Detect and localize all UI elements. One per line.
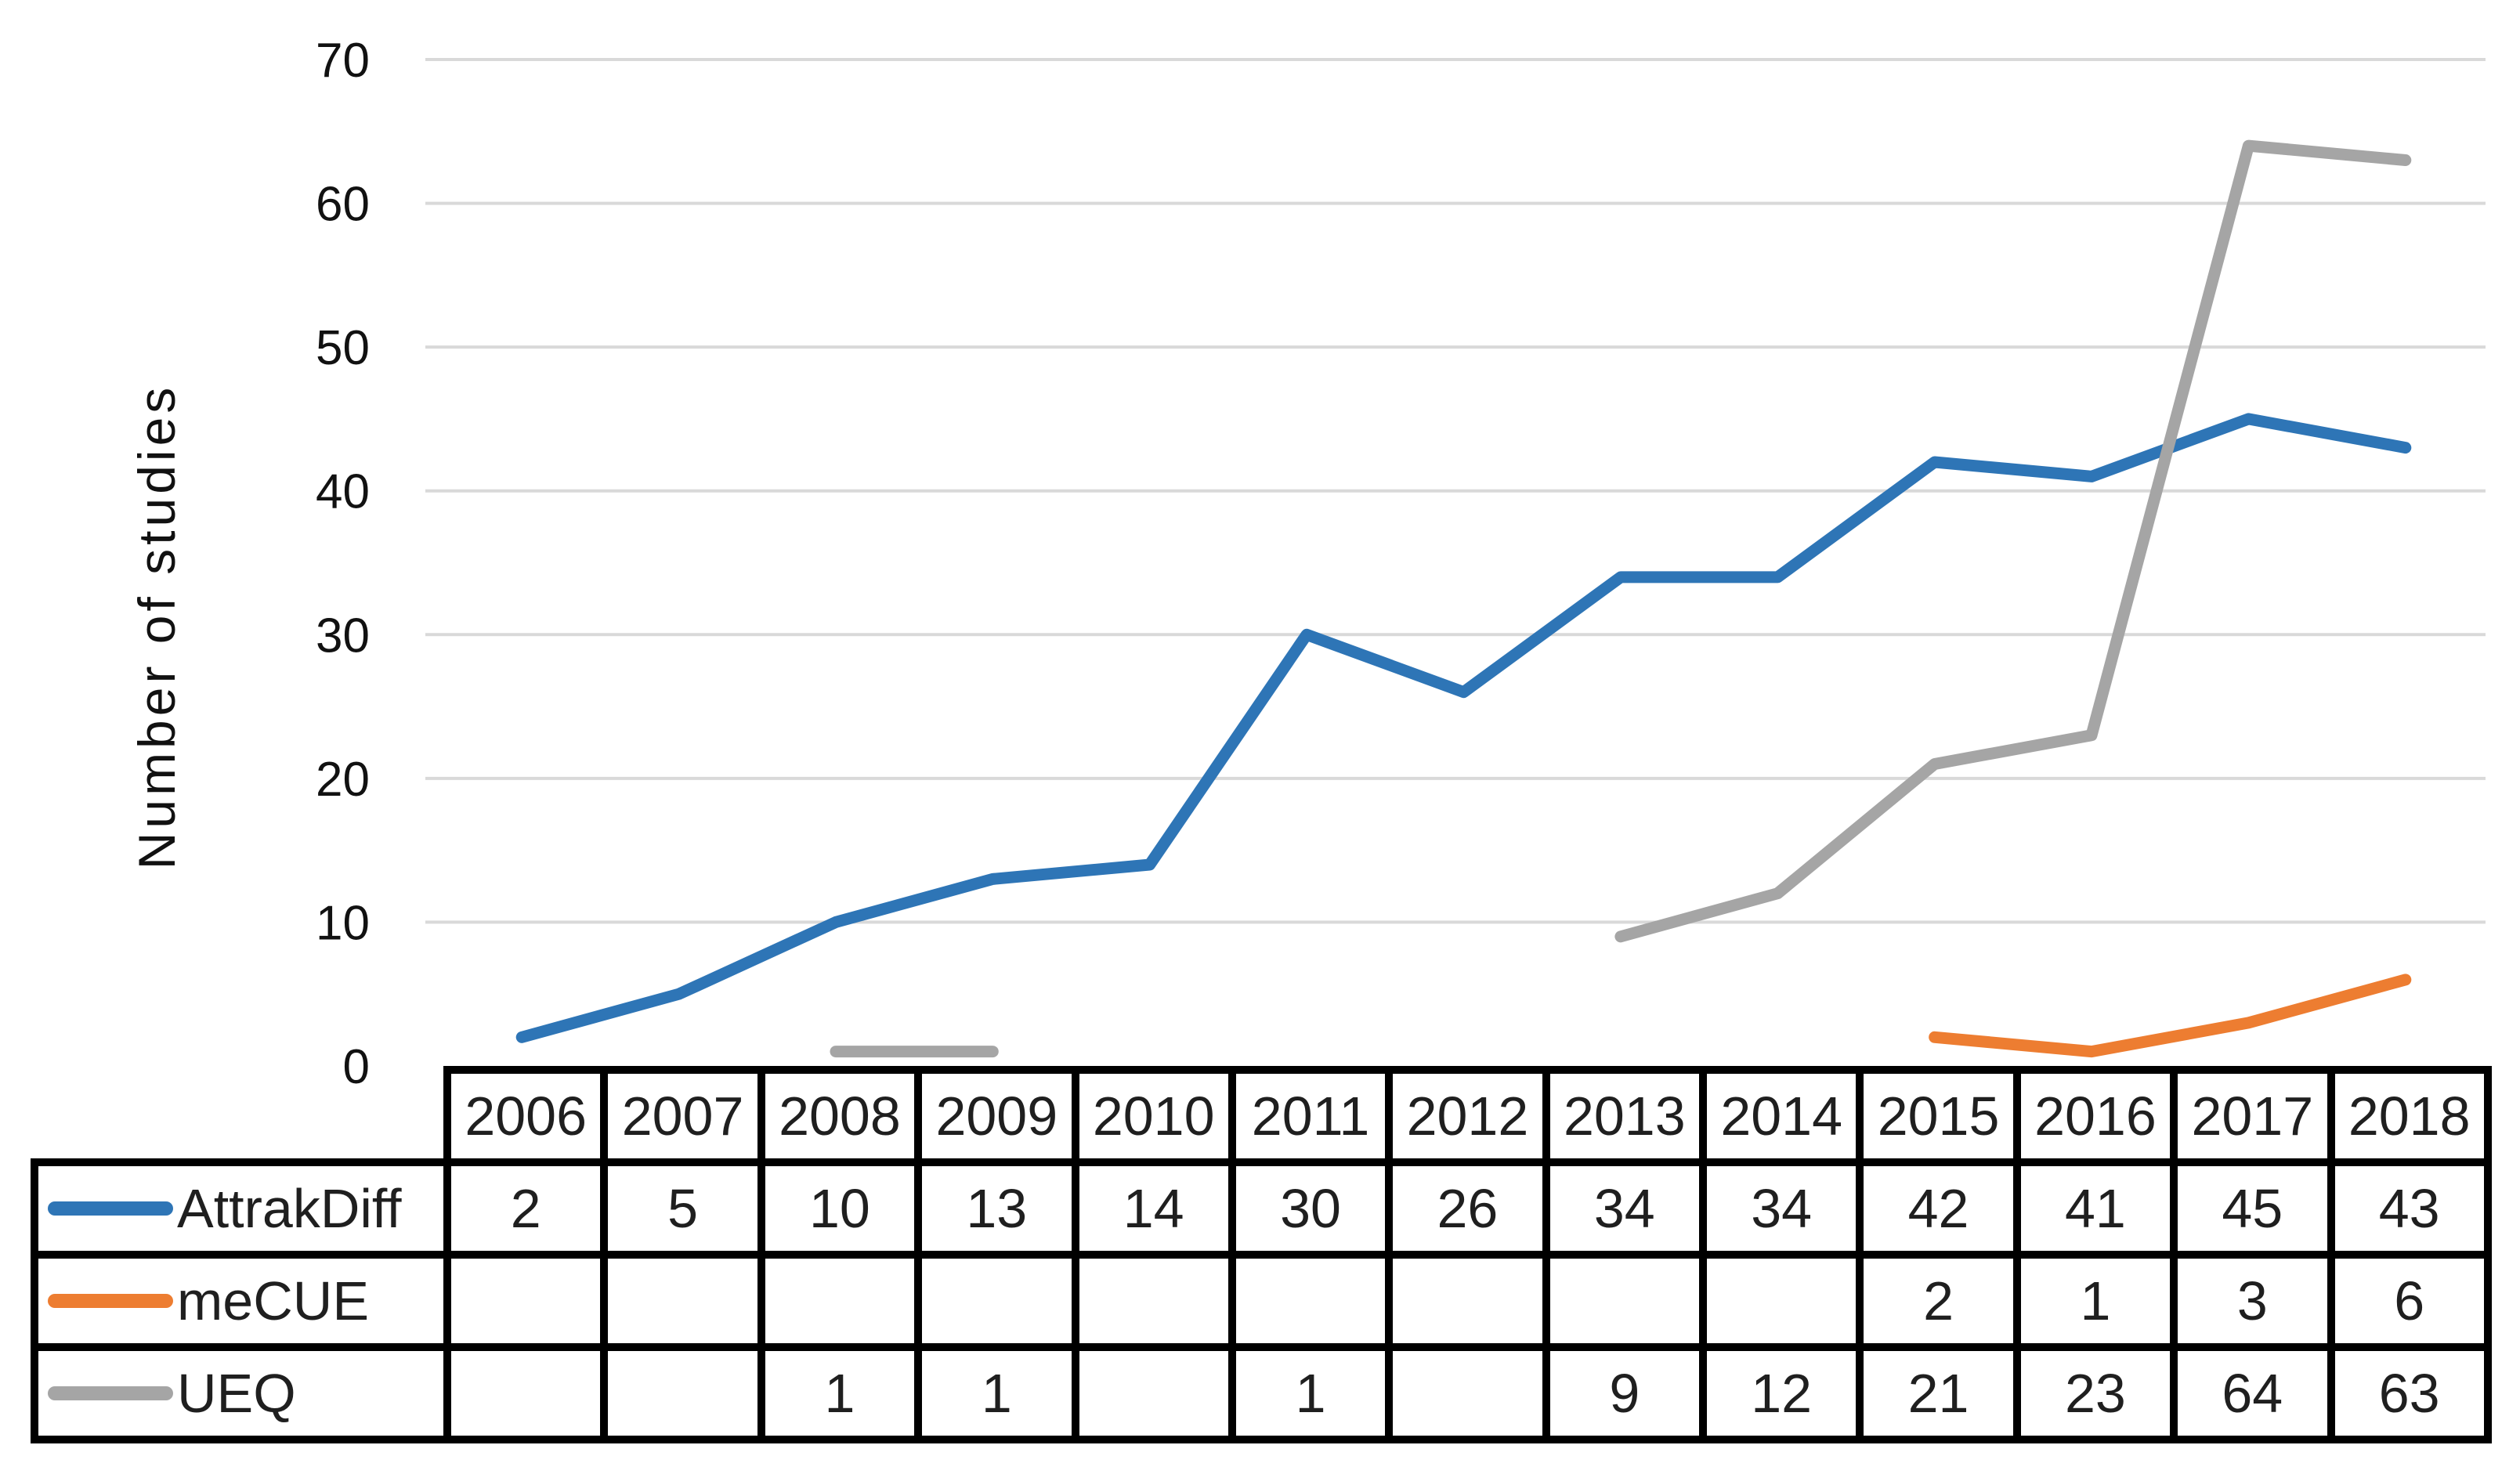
- y-tick-label: 50: [316, 321, 370, 375]
- value-cell: 1: [914, 1343, 1079, 1443]
- value-cell: 21: [1856, 1343, 2021, 1443]
- y-tick-label: 40: [316, 465, 370, 519]
- value-cell: [1542, 1251, 1708, 1351]
- value-cell: 42: [1856, 1158, 2021, 1259]
- y-tick-label: 10: [316, 896, 370, 950]
- year-header-cell: 2018: [2327, 1066, 2492, 1166]
- year-header-cell: 2013: [1542, 1066, 1708, 1166]
- value-cell: 63: [2327, 1343, 2492, 1443]
- series-line-attrakdiff: [515, 413, 2412, 1043]
- value-cell: [600, 1343, 765, 1443]
- year-header-row: 2006 2007 2008 2009 2010 2011 2012 2013 2014 2015…: [34, 1066, 2492, 1166]
- value-cell: [1071, 1251, 1236, 1351]
- legend-cell-mecue: meCUE: [31, 1251, 451, 1351]
- value-cell: 43: [2327, 1158, 2492, 1259]
- table-row-attrakdiff: AttrakDiff 2 5 10 13 14 30 26 34 34 42 41 45 43: [31, 1158, 2492, 1259]
- value-cell: 1: [757, 1343, 923, 1443]
- value-cell: 12: [1698, 1343, 1864, 1443]
- y-tick-label: 0: [343, 1040, 370, 1094]
- value-cell: [1385, 1343, 1550, 1443]
- y-tick-label: 20: [316, 753, 370, 807]
- series-line-mecue: [1929, 974, 2412, 1058]
- value-cell: 2: [1856, 1251, 2021, 1351]
- value-cell: [757, 1251, 923, 1351]
- year-header-cell: 2010: [1071, 1066, 1236, 1166]
- value-cell: [443, 1343, 609, 1443]
- value-cell: [1698, 1251, 1864, 1351]
- value-cell: 3: [2170, 1251, 2335, 1351]
- table-corner-cell: [34, 1070, 447, 1162]
- value-cell: 10: [757, 1158, 923, 1259]
- y-tick-label: 70: [316, 34, 370, 88]
- value-cell: 23: [2012, 1343, 2178, 1443]
- table-row-ueq: UEQ 1 1 1 9 12 21 23 64 63: [31, 1343, 2492, 1443]
- legend-swatch-attrakdiff: [48, 1201, 173, 1216]
- value-cell: [1227, 1251, 1394, 1351]
- value-cell: 5: [600, 1158, 765, 1259]
- legend-label-mecue: meCUE: [177, 1270, 370, 1331]
- data-table: 2006 2007 2008 2009 2010 2011 2012 2013 2014 2015…: [31, 1066, 2492, 1443]
- year-header-cell: 2006: [443, 1066, 609, 1166]
- year-header-cell: 2015: [1856, 1066, 2021, 1166]
- y-tick-label: 60: [316, 178, 370, 232]
- year-header-cell: 2012: [1385, 1066, 1550, 1166]
- year-header-cell: 2017: [2170, 1066, 2335, 1166]
- year-header-cell: 2008: [757, 1066, 923, 1166]
- value-cell: 6: [2327, 1251, 2492, 1351]
- legend-label-ueq: UEQ: [177, 1363, 296, 1424]
- y-tick-label: 30: [316, 609, 370, 663]
- value-cell: 30: [1227, 1158, 1394, 1259]
- year-header-cell: 2007: [600, 1066, 765, 1166]
- table-row-mecue: meCUE 2 1 3 6: [31, 1251, 2492, 1351]
- value-cell: 14: [1071, 1158, 1236, 1259]
- value-cell: 9: [1542, 1343, 1708, 1443]
- value-cell: 1: [1227, 1343, 1394, 1443]
- value-cell: 13: [914, 1158, 1079, 1259]
- value-cell: [914, 1251, 1079, 1351]
- value-cell: 64: [2170, 1343, 2335, 1443]
- value-cell: [443, 1251, 609, 1351]
- series-line-ueq: [1614, 139, 2412, 943]
- value-cell: 26: [1385, 1158, 1550, 1259]
- value-cell: 45: [2170, 1158, 2335, 1259]
- value-cell: 41: [2012, 1158, 2178, 1259]
- value-cell: [1385, 1251, 1550, 1351]
- value-cell: [600, 1251, 765, 1351]
- value-cell: 34: [1542, 1158, 1708, 1259]
- legend-swatch-mecue: [48, 1294, 173, 1308]
- year-header-cell: 2014: [1698, 1066, 1864, 1166]
- value-cell: [1071, 1343, 1236, 1443]
- year-header-cell: 2009: [914, 1066, 1079, 1166]
- value-cell: 2: [443, 1158, 609, 1259]
- value-cell: 34: [1698, 1158, 1864, 1259]
- legend-label-attrakdiff: AttrakDiff: [177, 1178, 402, 1239]
- legend-cell-attrakdiff: AttrakDiff: [31, 1158, 451, 1259]
- year-header-cell: 2011: [1227, 1066, 1394, 1166]
- legend-swatch-ueq: [48, 1386, 173, 1400]
- legend-cell-ueq: UEQ: [31, 1343, 451, 1443]
- value-cell: 1: [2012, 1251, 2178, 1351]
- year-header-cell: 2016: [2012, 1066, 2178, 1166]
